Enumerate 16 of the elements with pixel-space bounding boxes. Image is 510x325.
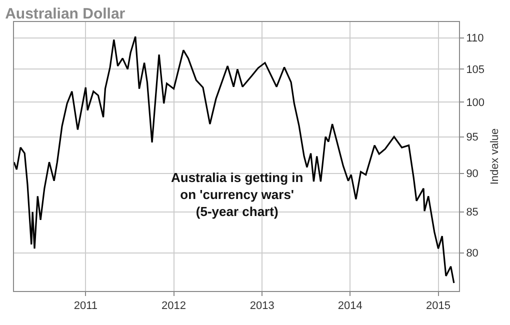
y-tick-label: 85 <box>466 206 478 219</box>
x-tick-label: 2012 <box>162 300 186 312</box>
y-tick-label: 105 <box>466 64 485 76</box>
x-tick-label: 2011 <box>74 300 98 312</box>
y-tick-label: 110 <box>466 32 484 45</box>
annotation: Australia is getting in on 'currency wars' (5-year chart) <box>171 170 304 219</box>
y-tick-label: 100 <box>466 96 485 109</box>
x-tick-label: 2014 <box>338 300 362 312</box>
y-tick-label: 80 <box>466 248 478 260</box>
y-axis-title: Index value <box>488 128 501 185</box>
x-tick-label: 2013 <box>250 300 274 312</box>
y-tick-label: 90 <box>466 168 478 180</box>
line-series <box>14 36 455 284</box>
y-tick-label: 95 <box>466 132 478 144</box>
chart-title: Australian Dollar <box>5 6 126 23</box>
x-tick-label: 2015 <box>426 300 450 312</box>
